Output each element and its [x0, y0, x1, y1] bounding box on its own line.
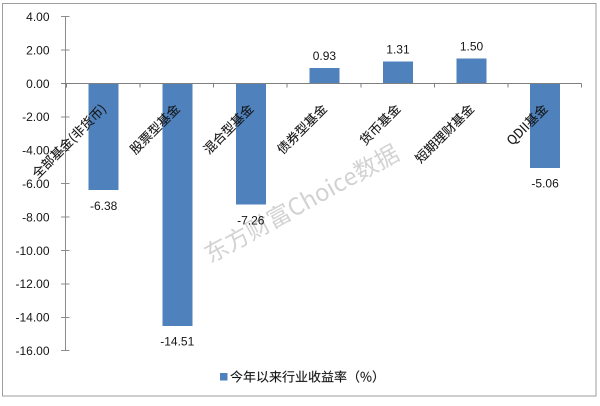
svg-text:0.93: 0.93	[313, 49, 337, 63]
svg-text:-10.00: -10.00	[15, 244, 49, 258]
svg-text:-16.00: -16.00	[15, 344, 49, 358]
svg-text:-4.00: -4.00	[22, 144, 50, 158]
svg-text:-5.06: -5.06	[531, 177, 559, 191]
svg-text:1.31: 1.31	[386, 43, 410, 57]
svg-text:-12.00: -12.00	[15, 277, 49, 291]
svg-text:2.00: 2.00	[26, 43, 50, 57]
svg-text:-14.51: -14.51	[160, 335, 194, 349]
svg-text:0.00: 0.00	[26, 77, 50, 91]
svg-text:1.50: 1.50	[460, 39, 484, 53]
svg-text:-6.38: -6.38	[90, 199, 118, 213]
svg-text:-8.00: -8.00	[22, 210, 50, 224]
svg-text:-14.00: -14.00	[15, 311, 49, 325]
svg-text:-2.00: -2.00	[22, 110, 50, 124]
svg-text:-6.00: -6.00	[22, 177, 50, 191]
svg-text:4.00: 4.00	[26, 10, 50, 24]
svg-text:-7.26: -7.26	[237, 213, 265, 227]
